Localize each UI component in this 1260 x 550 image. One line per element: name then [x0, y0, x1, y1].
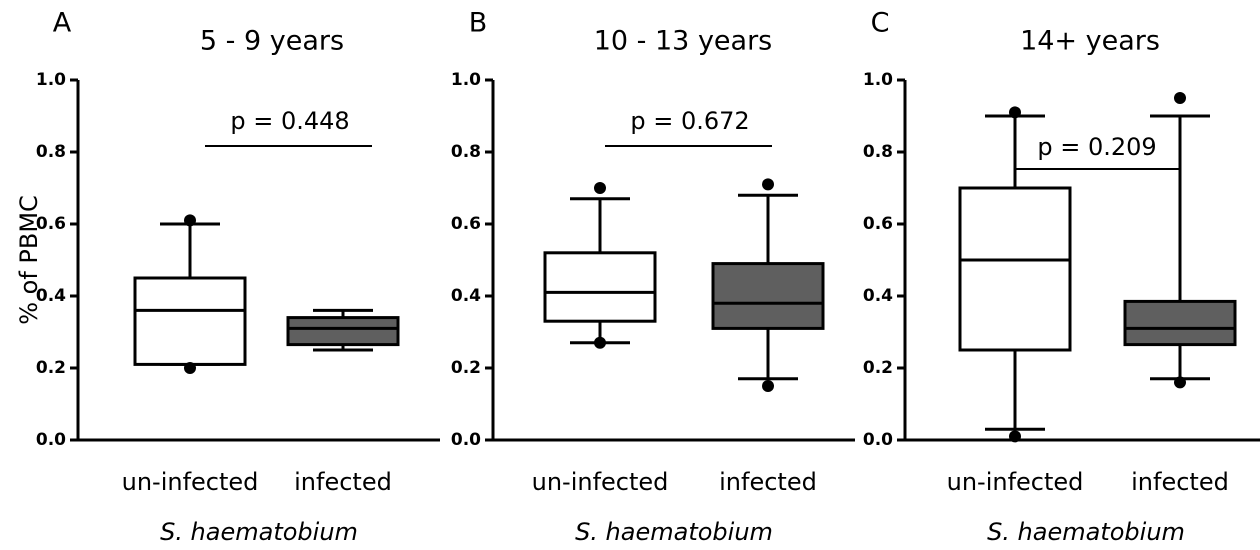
outlier: [594, 336, 606, 349]
p-value: p = 0.672: [630, 107, 749, 135]
p-value: p = 0.448: [230, 107, 349, 135]
panel-label: A: [53, 8, 72, 39]
y-tick-label: 0.2: [863, 358, 893, 378]
box: [286, 316, 400, 347]
outlier: [1174, 376, 1186, 389]
outlier: [184, 214, 196, 227]
y-tick-label: 0.4: [36, 286, 66, 306]
outlier: [1009, 106, 1021, 119]
x-tick-label: un-infected: [122, 468, 259, 496]
panel-label: B: [469, 8, 488, 39]
y-tick-label: 0.4: [863, 286, 893, 306]
outlier: [1174, 92, 1186, 104]
panel-label: C: [871, 8, 890, 39]
y-tick-label: 0.6: [451, 214, 481, 234]
y-tick-label: 0.8: [451, 142, 481, 162]
x-tick-label: un-infected: [532, 468, 669, 496]
box: [133, 276, 247, 366]
outlier: [1009, 430, 1021, 443]
y-tick-label: 1.0: [451, 70, 481, 90]
y-tick-label: 0.0: [863, 430, 893, 450]
box: [711, 262, 825, 330]
box: [958, 186, 1072, 352]
y-tick-label: 0.0: [451, 430, 481, 450]
y-tick-label: 0.8: [863, 142, 893, 162]
outlier: [762, 380, 774, 392]
outlier: [762, 178, 774, 191]
y-tick-label: 0.2: [451, 358, 481, 378]
outlier: [184, 362, 196, 374]
x-tick-label: infected: [294, 468, 392, 496]
panel-title: 5 - 9 years: [200, 26, 344, 57]
x-tick-label: infected: [719, 468, 817, 496]
y-tick-label: 0.2: [36, 358, 66, 378]
y-tick-label: 0.0: [36, 430, 66, 450]
y-tick-label: 0.6: [36, 214, 66, 234]
x-tick-label: un-infected: [947, 468, 1084, 496]
y-tick-label: 1.0: [863, 70, 893, 90]
y-tick-label: 1.0: [36, 70, 66, 90]
x-tick-label: infected: [1131, 468, 1229, 496]
panel-title: 10 - 13 years: [594, 26, 773, 57]
y-axis-label: % of PBMC: [15, 195, 43, 325]
x-axis-label: S. haematobium: [575, 518, 773, 546]
box: [1123, 299, 1237, 347]
x-axis-label: S. haematobium: [987, 518, 1185, 546]
outlier: [594, 182, 606, 194]
y-tick-label: 0.6: [863, 214, 893, 234]
x-axis-label: S. haematobium: [160, 518, 358, 546]
panel-title: 14+ years: [1020, 26, 1160, 57]
p-value: p = 0.209: [1037, 133, 1156, 161]
y-tick-label: 0.8: [36, 142, 66, 162]
y-tick-label: 0.4: [451, 286, 481, 306]
box: [543, 251, 657, 323]
